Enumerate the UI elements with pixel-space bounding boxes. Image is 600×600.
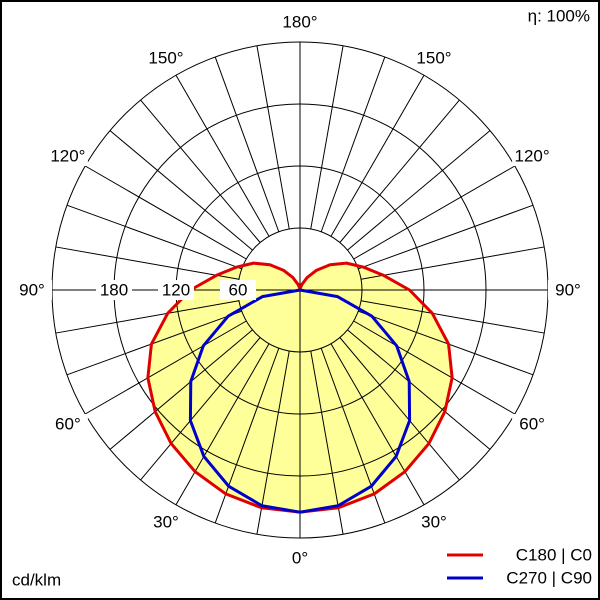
label-background [414, 512, 454, 533]
label-background [548, 280, 588, 300]
r-tick-label: 120 [162, 280, 190, 299]
spoke [360, 300, 545, 334]
spoke [140, 337, 261, 481]
label-background [220, 280, 256, 300]
label-background [280, 12, 320, 32]
spoke [214, 56, 280, 232]
angle-tick-label: 150° [416, 48, 451, 67]
r-tick-label: 60 [229, 280, 248, 299]
spoke [175, 74, 270, 237]
label-background [414, 47, 454, 68]
label-background [146, 512, 186, 533]
efficiency-label: η: 100% [528, 6, 590, 25]
label-background [512, 146, 553, 166]
spoke [55, 246, 240, 280]
spoke [358, 204, 534, 270]
spoke [358, 310, 534, 376]
spoke [310, 350, 344, 535]
spoke [353, 320, 516, 415]
spoke [66, 310, 242, 376]
curve [298, 261, 454, 514]
spoke [140, 99, 261, 243]
spoke [347, 130, 491, 251]
spoke [256, 350, 290, 535]
label-background [47, 146, 88, 166]
label-background [280, 548, 320, 568]
spoke [109, 130, 253, 251]
spoke [347, 329, 491, 450]
label-background [146, 47, 186, 68]
label-background [47, 414, 88, 434]
label-background [158, 280, 194, 300]
spoke [330, 74, 425, 237]
spoke [84, 320, 247, 415]
spoke [330, 343, 425, 506]
r-tick-label: 180 [100, 280, 128, 299]
angle-tick-label: 30° [153, 513, 179, 532]
spoke [256, 45, 290, 230]
angle-tick-label: 90° [19, 280, 45, 299]
spoke [339, 99, 460, 243]
spoke [339, 337, 460, 481]
label-background [12, 280, 52, 300]
angle-tick-label: 60° [519, 414, 545, 433]
angle-tick-label: 90° [555, 280, 581, 299]
curve [188, 288, 301, 514]
legend-label: C180 | C0 [516, 545, 592, 564]
angle-tick-label: 60° [55, 414, 81, 433]
label-background [96, 280, 132, 300]
angle-tick-label: 150° [148, 48, 183, 67]
spoke [175, 343, 270, 506]
spoke [360, 246, 545, 280]
spoke [320, 56, 386, 232]
axis-unit-label: cd/klm [12, 570, 61, 589]
spoke [55, 300, 240, 334]
curve [299, 288, 412, 514]
angle-tick-label: 120° [50, 146, 85, 165]
angle-tick-label: 30° [421, 513, 447, 532]
spoke [353, 165, 516, 260]
spoke [66, 204, 242, 270]
angle-tick-label: 0° [292, 548, 308, 567]
label-background [512, 414, 553, 434]
angle-tick-label: 180° [282, 12, 317, 31]
spoke [109, 329, 253, 450]
spoke [310, 45, 344, 230]
spoke [84, 165, 247, 260]
angle-tick-label: 120° [515, 146, 550, 165]
legend-label: C270 | C90 [506, 568, 592, 587]
